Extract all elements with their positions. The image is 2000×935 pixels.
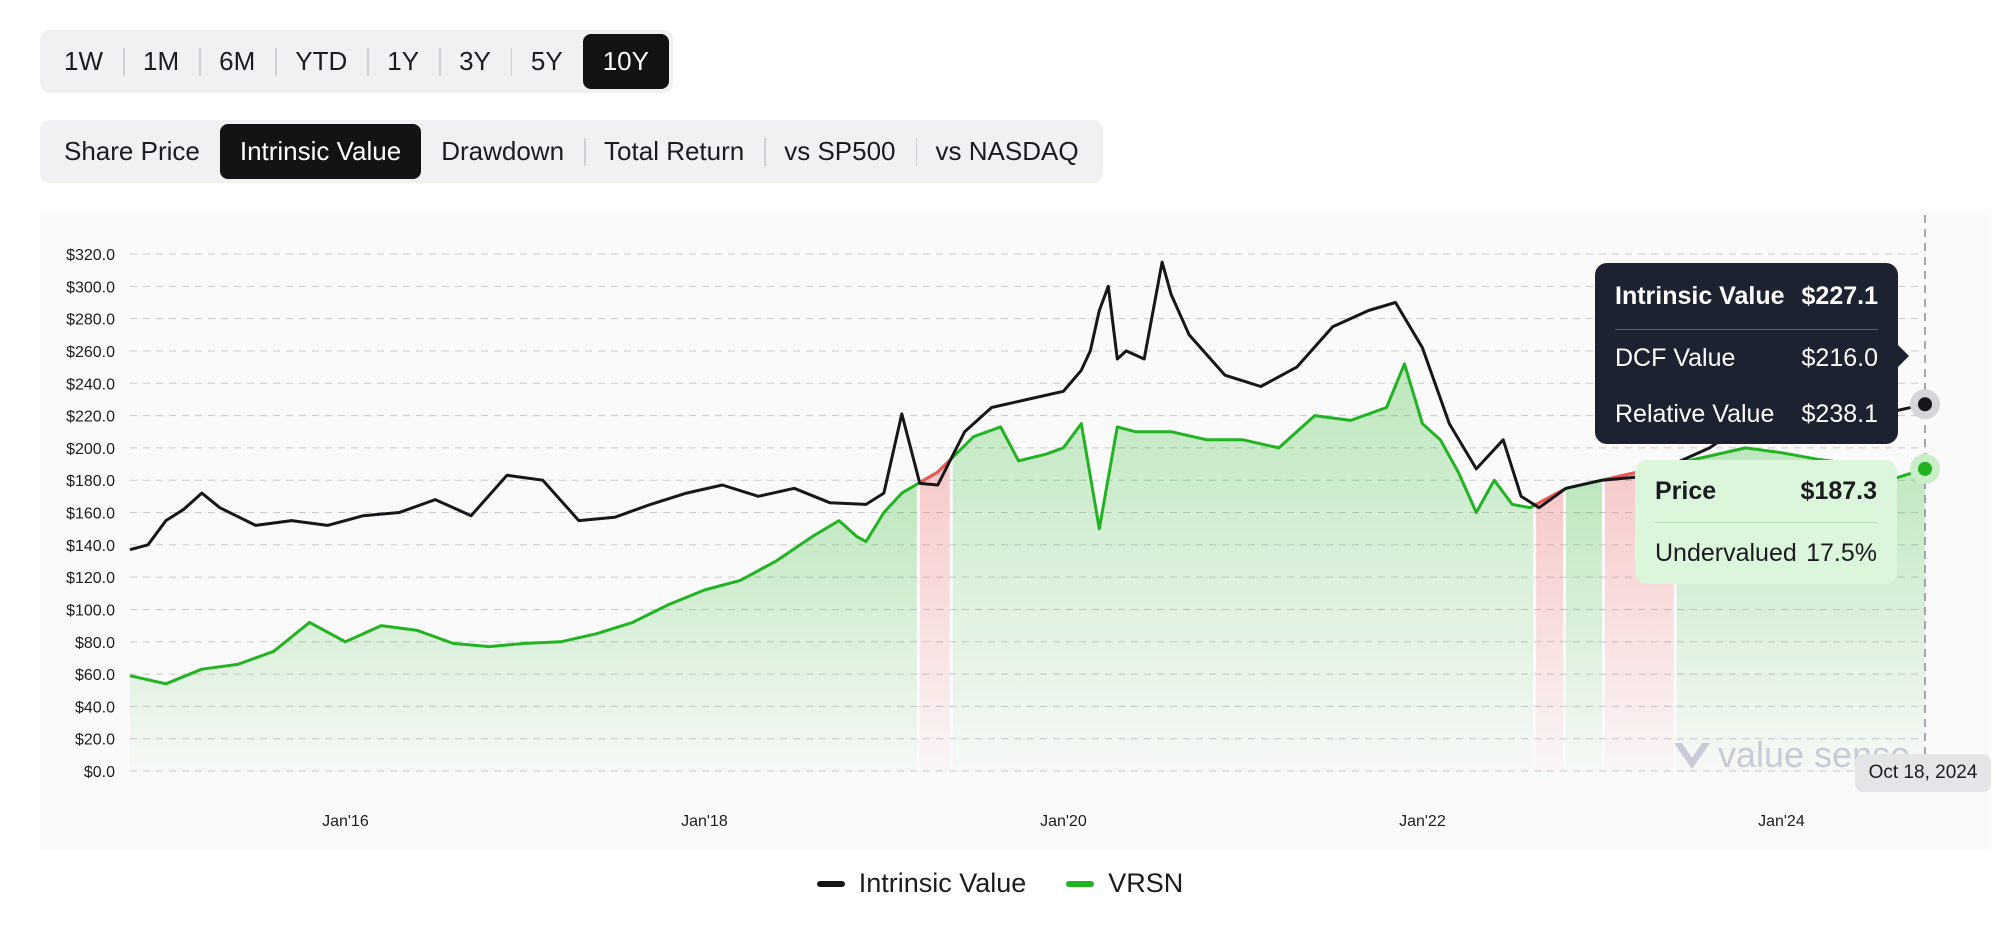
y-tick-label: $280.0 <box>66 312 115 329</box>
tooltip-divider <box>1655 522 1877 523</box>
x-tick-label: Jan'20 <box>1040 813 1087 830</box>
view-tab-share-price[interactable]: Share Price <box>64 136 200 166</box>
series-line-vrsn-overvalued <box>919 459 951 484</box>
view-tab-vs-nasdaq[interactable]: vs NASDAQ <box>915 124 1099 179</box>
view-tab-total-return[interactable]: Total Return <box>584 124 764 179</box>
overvalued-area <box>1536 489 1564 771</box>
view-tab-drawdown[interactable]: Drawdown <box>441 136 565 166</box>
x-tick-label: Jan'18 <box>681 813 728 830</box>
tooltip-status-value: 17.5% <box>1806 538 1877 567</box>
y-tick-label: $200.0 <box>66 441 115 458</box>
undervalued-area <box>952 363 1534 771</box>
tooltip-dcf-value: $216.0 <box>1801 343 1878 372</box>
y-tick-label: $0.0 <box>84 764 115 781</box>
y-tick-label: $100.0 <box>66 602 115 619</box>
tooltip-status-label: Undervalued <box>1655 538 1797 567</box>
price-tooltip: Price $187.3 Undervalued 17.5% <box>1635 460 1897 584</box>
range-tab-1w[interactable]: 1W <box>64 46 103 76</box>
intrinsic-value-tooltip: Intrinsic Value $227.1 DCF Value $216.0 … <box>1595 263 1909 444</box>
undervalued-area <box>130 484 917 771</box>
tooltip-price-value: $187.3 <box>1800 476 1877 505</box>
y-tick-label: $40.0 <box>75 699 115 716</box>
overvalued-area <box>919 460 950 771</box>
y-tick-label: $300.0 <box>66 279 115 296</box>
legend-item-vrsn[interactable]: VRSN <box>1066 868 1183 899</box>
range-tab-10y[interactable]: 10Y <box>582 34 669 89</box>
tooltip-relative-value: $238.1 <box>1801 399 1878 428</box>
y-tick-label: $320.0 <box>66 247 115 264</box>
y-tick-label: $180.0 <box>66 473 115 490</box>
x-tick-label: Jan'22 <box>1399 813 1446 830</box>
crosshair-date-badge: Oct 18, 2024 <box>1855 754 1991 792</box>
range-tab-5y[interactable]: 5Y <box>510 34 583 89</box>
tooltip-dcf-label: DCF Value <box>1615 343 1736 372</box>
y-tick-label: $80.0 <box>75 635 115 652</box>
legend-label-vrsn: VRSN <box>1108 868 1184 898</box>
price-marker <box>1918 461 1932 476</box>
range-tab-3y[interactable]: 3Y <box>439 34 511 89</box>
legend-swatch-intrinsic <box>816 880 845 887</box>
y-tick-label: $140.0 <box>66 538 115 555</box>
legend-label-intrinsic: Intrinsic Value <box>858 868 1027 898</box>
chart-legend: Intrinsic Value VRSN <box>0 868 2000 899</box>
y-tick-label: $240.0 <box>66 376 115 393</box>
tooltip-intrinsic-value: $227.1 <box>1801 281 1878 310</box>
view-tab-intrinsic-value[interactable]: Intrinsic Value <box>219 124 422 179</box>
tooltip-price-title: Price <box>1655 476 1717 505</box>
x-tick-label: Jan'16 <box>322 813 369 830</box>
tooltip-divider <box>1615 329 1878 330</box>
view-tab-vs-sp500[interactable]: vs SP500 <box>764 124 915 179</box>
y-tick-label: $20.0 <box>75 732 115 749</box>
y-tick-label: $60.0 <box>75 667 115 684</box>
x-tick-label: Jan'24 <box>1758 813 1805 830</box>
value-sense-logo-icon <box>1674 743 1710 769</box>
legend-item-intrinsic-value[interactable]: Intrinsic Value <box>816 868 1027 899</box>
range-tab-1m[interactable]: 1M <box>123 34 199 89</box>
chart-view-selector: Share Price Intrinsic Value Drawdown Tot… <box>40 120 1103 183</box>
range-tab-ytd[interactable]: YTD <box>275 34 367 89</box>
y-tick-label: $160.0 <box>66 506 115 523</box>
undervalued-area <box>1566 480 1602 771</box>
intrinsic-marker <box>1918 397 1932 412</box>
range-tab-1y[interactable]: 1Y <box>367 34 439 89</box>
time-range-selector: 1W 1M 6M YTD 1Y 3Y 5Y 10Y <box>40 30 673 93</box>
y-tick-label: $260.0 <box>66 344 115 361</box>
y-tick-label: $120.0 <box>66 570 115 587</box>
legend-swatch-vrsn <box>1066 880 1095 887</box>
series-line-intrinsic-value <box>129 260 1926 552</box>
tooltip-relative-label: Relative Value <box>1615 399 1775 428</box>
y-tick-label: $220.0 <box>66 409 115 426</box>
range-tab-6m[interactable]: 6M <box>199 34 275 89</box>
tooltip-intrinsic-title: Intrinsic Value <box>1615 281 1785 310</box>
